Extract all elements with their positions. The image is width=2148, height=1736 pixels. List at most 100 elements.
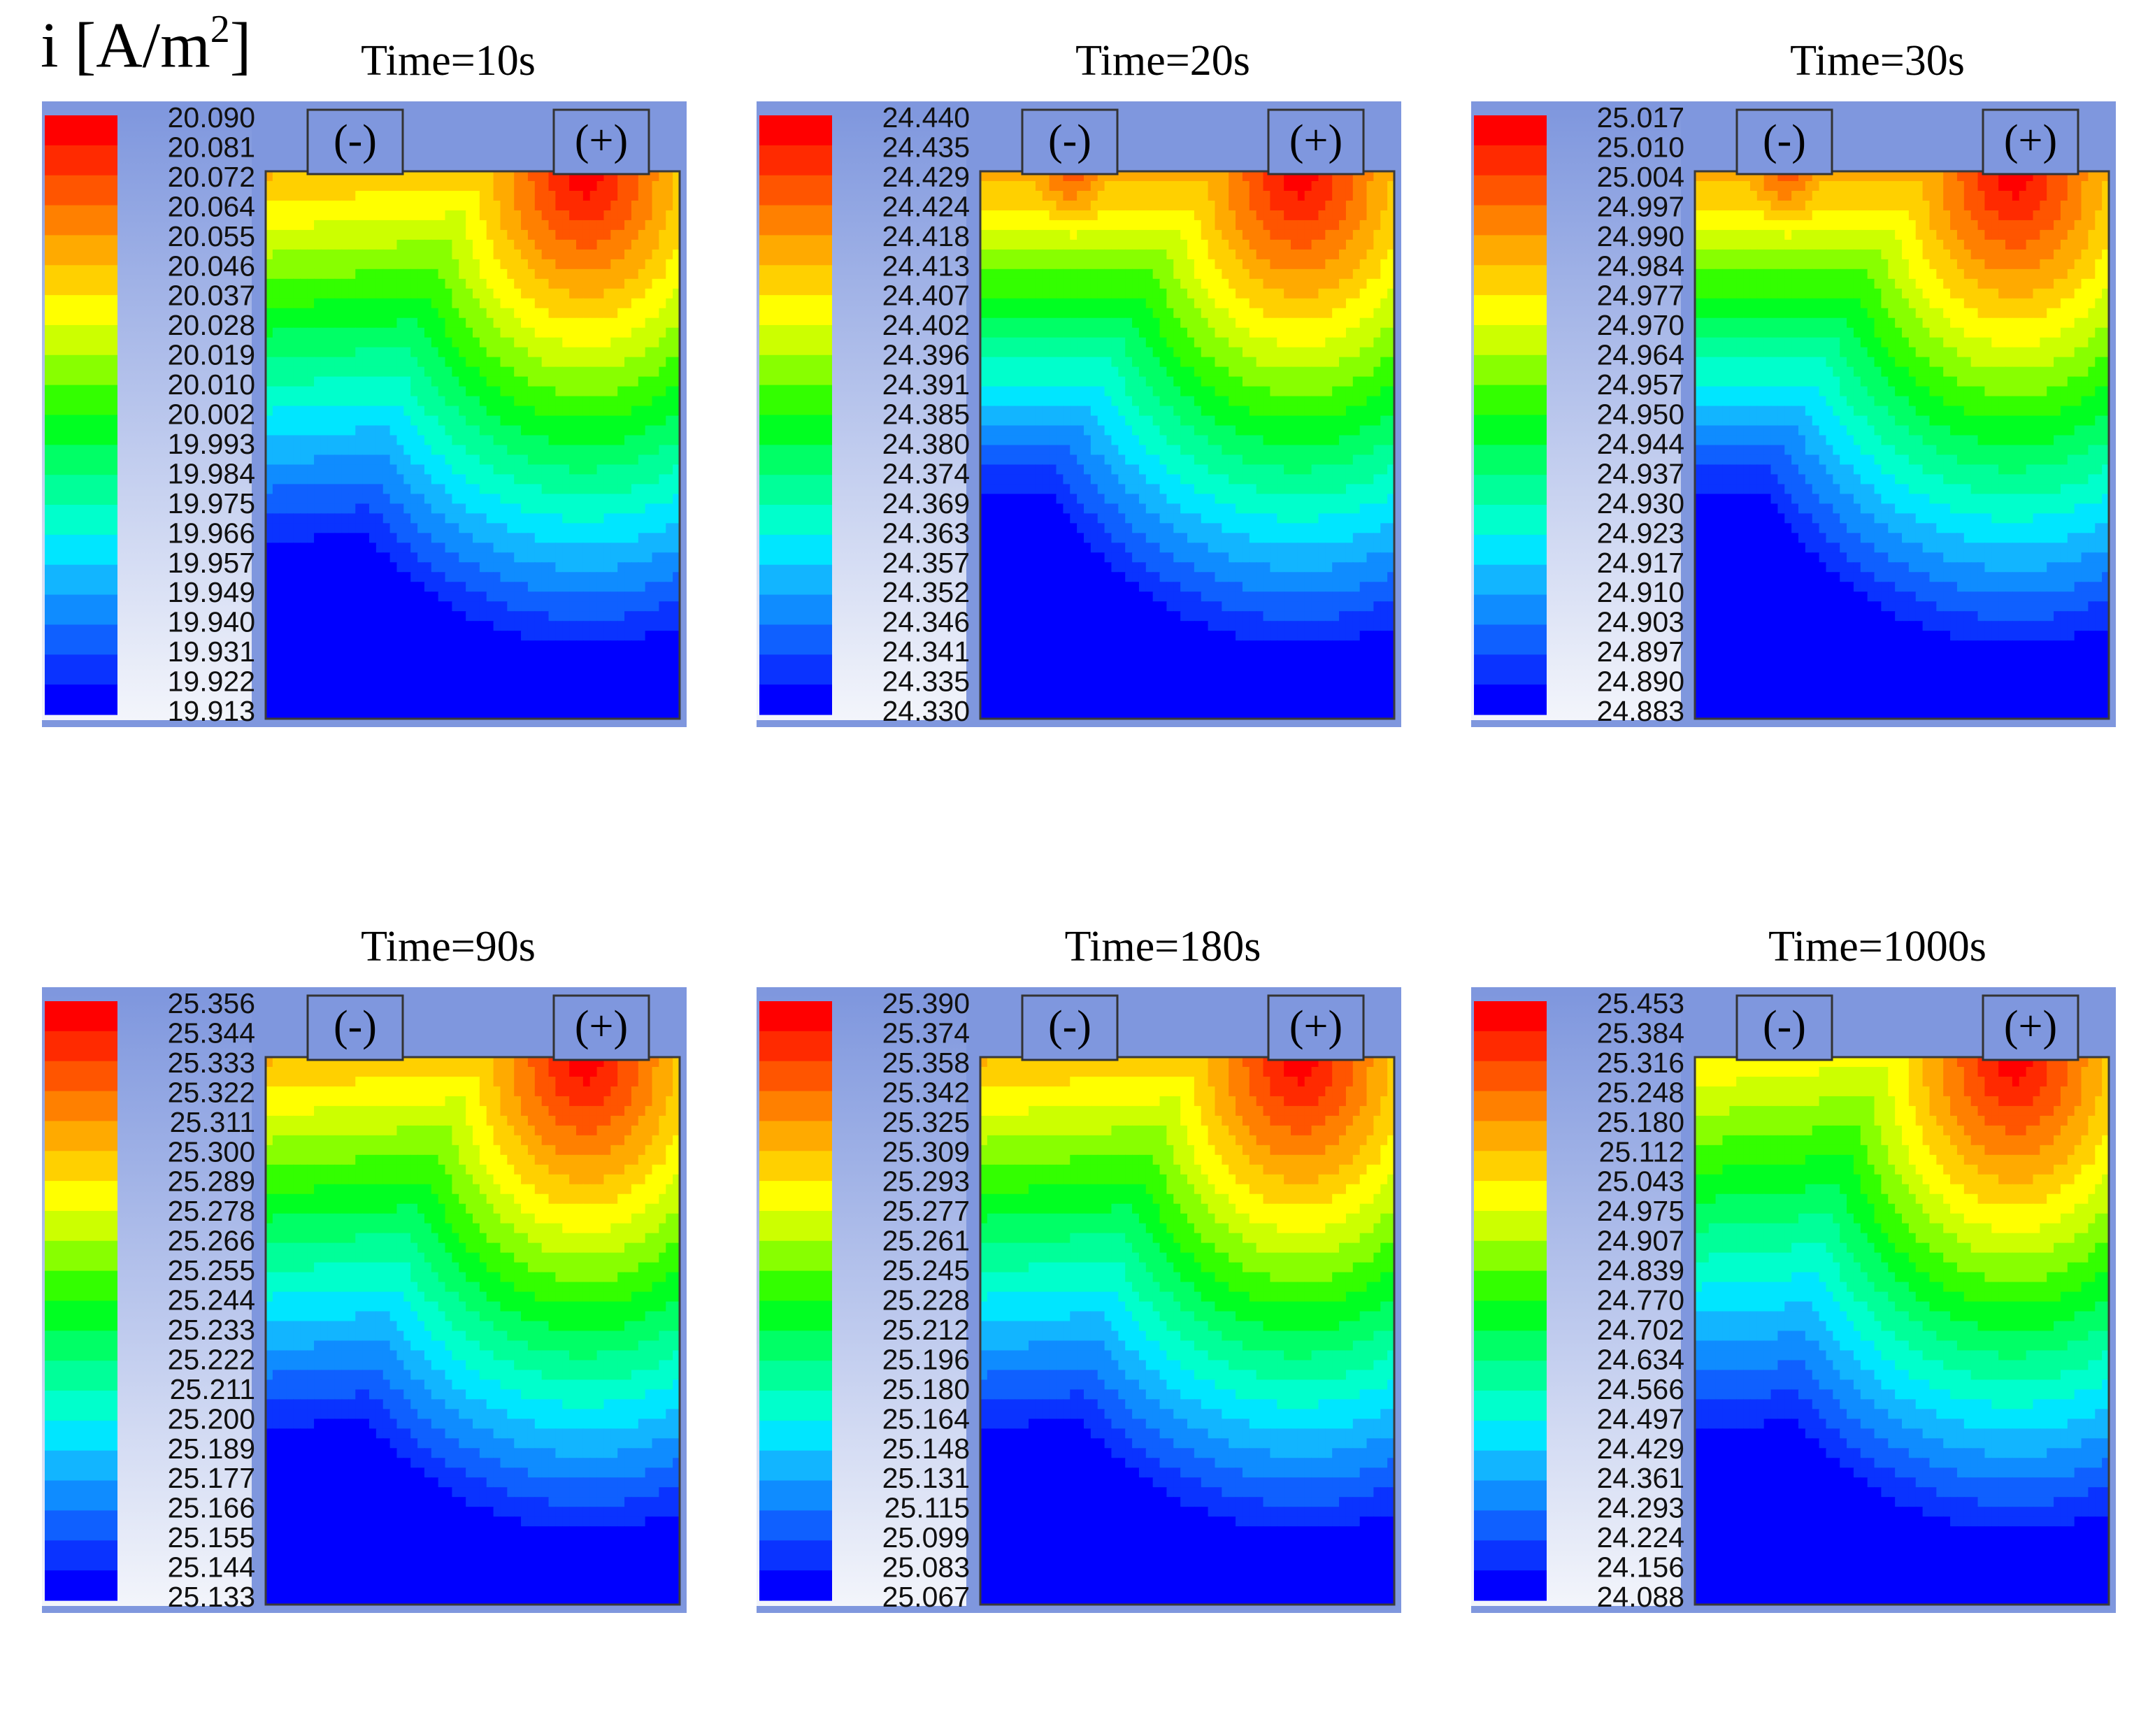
colorbar-swatch: [1474, 445, 1547, 475]
colorbar-tick-label: 24.984: [1597, 250, 1684, 282]
colorbar-tick-label: 19.993: [168, 428, 255, 460]
colorbar-swatch: [759, 1510, 832, 1541]
colorbar-tick-label: 24.357: [882, 547, 970, 579]
colorbar-tick-label: 20.019: [168, 339, 255, 371]
colorbar-swatch: [1474, 1001, 1547, 1032]
colorbar-swatch: [759, 505, 832, 536]
colorbar-swatch: [1474, 1300, 1547, 1331]
colorbar-swatch: [45, 1181, 117, 1212]
quantity-unit: [A/m: [75, 10, 210, 81]
colorbar-tick-label: 24.407: [882, 280, 970, 312]
colorbar-swatch: [1474, 1480, 1547, 1512]
colorbar-tick-label: 19.940: [168, 606, 255, 638]
colorbar-swatch: [1474, 684, 1547, 715]
colorbar-swatch: [45, 1330, 117, 1361]
colorbar-swatch: [45, 1420, 117, 1451]
colorbar-tick-label: 24.897: [1597, 636, 1684, 668]
colorbar-tick-label: 24.346: [882, 606, 970, 638]
colorbar-swatch: [45, 1300, 117, 1331]
colorbar-tick-label: 25.245: [882, 1254, 970, 1286]
colorbar-tick-label: 24.224: [1597, 1521, 1684, 1554]
colorbar-swatch: [45, 1270, 117, 1302]
colorbar-tick-label: 25.144: [168, 1551, 255, 1584]
colorbar-tick-label: 24.418: [882, 220, 970, 252]
colorbar-tick-label: 25.212: [882, 1314, 970, 1346]
colorbar-tick-label: 24.385: [882, 399, 970, 431]
colorbar-tick-label: 24.930: [1597, 487, 1684, 519]
colorbar-swatch: [759, 1151, 832, 1182]
colorbar-tick-label: 24.429: [882, 161, 970, 193]
electrode-positive-label: (+): [1289, 1003, 1342, 1050]
colorbar-swatch: [759, 564, 832, 596]
colorbar-tick-label: 25.017: [1597, 101, 1684, 134]
electrode-positive-box: [1267, 994, 1365, 1061]
quantity-unit-exponent: 2: [210, 8, 230, 51]
colorbar-swatch: [45, 1540, 117, 1571]
colorbar-tick-label: 25.177: [168, 1462, 255, 1494]
colorbar-tick-label: 24.341: [882, 636, 970, 668]
colorbar-swatch: [759, 1240, 832, 1272]
colorbar-tick-label: 25.131: [882, 1462, 970, 1494]
electrode-negative-box: [306, 108, 404, 175]
colorbar-swatch: [45, 354, 117, 386]
colorbar-swatch: [1474, 1330, 1547, 1361]
colorbar-tick-label: 19.913: [168, 695, 255, 727]
colorbar-swatch: [759, 1420, 832, 1451]
colorbar-swatch: [759, 205, 832, 236]
colorbar-swatch: [45, 1480, 117, 1512]
colorbar-swatch: [759, 295, 832, 326]
colorbar-swatch: [759, 1061, 832, 1092]
colorbar-swatch: [1474, 1151, 1547, 1182]
colorbar-tick-label: 24.944: [1597, 428, 1684, 460]
colorbar-tick-label: 19.922: [168, 666, 255, 698]
electrode-positive-box: [1267, 108, 1365, 175]
colorbar-swatch: [45, 475, 117, 505]
contour-panel-2: 24.44024.43524.42924.42424.41824.41324.4…: [757, 37, 1401, 727]
colorbar-swatch: [45, 654, 117, 685]
colorbar-tick-label: 25.278: [168, 1195, 255, 1227]
colorbar-tick-label: 25.164: [882, 1403, 970, 1435]
panel-title: Time=20s: [1075, 37, 1250, 85]
colorbar-tick-label: 19.984: [168, 457, 255, 489]
colorbar-tick-label: 24.923: [1597, 517, 1684, 549]
colorbar-swatch: [1474, 534, 1547, 566]
colorbar-tick-label: 25.358: [882, 1047, 970, 1079]
colorbar-tick-label: 24.380: [882, 428, 970, 460]
colorbar-tick-label: 25.390: [882, 987, 970, 1019]
panel-title: Time=90s: [361, 923, 536, 970]
colorbar-tick-label: 25.248: [1597, 1076, 1684, 1108]
colorbar-tick-label: 24.910: [1597, 576, 1684, 608]
colorbar-tick-label: 25.356: [168, 987, 255, 1019]
colorbar-swatch: [759, 265, 832, 296]
colorbar-swatch: [1474, 1450, 1547, 1482]
colorbar-tick-label: 24.369: [882, 487, 970, 519]
colorbar-tick-label: 24.839: [1597, 1254, 1684, 1286]
contour-domain: [980, 171, 1395, 719]
colorbar-tick-label: 20.090: [168, 101, 255, 134]
colorbar-swatch: [1474, 115, 1547, 146]
colorbar-tick-label: 25.311: [170, 1106, 255, 1138]
contour-panel-1: 20.09020.08120.07220.06420.05520.04620.0…: [42, 37, 687, 727]
colorbar-swatch: [1474, 145, 1547, 176]
colorbar-tick-label: 20.046: [168, 250, 255, 282]
colorbar-swatch: [759, 115, 832, 146]
colorbar-tick-label: 25.148: [882, 1433, 970, 1465]
electrode-positive-label: (+): [575, 117, 628, 164]
colorbar-swatch: [759, 594, 832, 626]
electrode-negative-label: (-): [1763, 1003, 1806, 1050]
colorbar-tick-label: 24.883: [1597, 695, 1684, 727]
colorbar-swatch: [45, 1570, 117, 1601]
colorbar-swatch: [1474, 1510, 1547, 1541]
colorbar-tick-label: 25.133: [168, 1581, 255, 1613]
colorbar-swatch: [759, 654, 832, 685]
colorbar-tick-label: 24.990: [1597, 220, 1684, 252]
colorbar-swatch: [759, 385, 832, 416]
domain-frame: [264, 170, 681, 720]
colorbar-tick-label: 24.950: [1597, 399, 1684, 431]
colorbar-swatch: [759, 1540, 832, 1571]
colorbar-swatch: [759, 475, 832, 505]
contour-domain: [266, 1057, 680, 1605]
colorbar-swatch: [759, 445, 832, 475]
colorbar-tick-label: 24.429: [1597, 1433, 1684, 1465]
colorbar-tick-label: 19.957: [168, 547, 255, 579]
